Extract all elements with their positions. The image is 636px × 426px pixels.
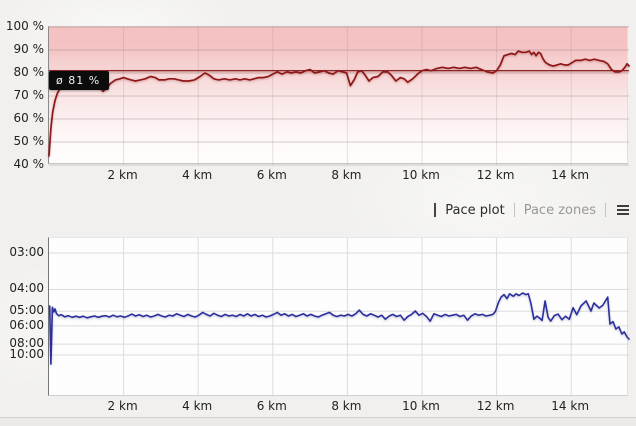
x-tick-label: 12 km	[476, 168, 515, 182]
y-tick-label: 08:00	[9, 336, 44, 351]
heart-rate-plot-area[interactable]	[48, 26, 630, 166]
y-tick-label: 10:00	[9, 347, 44, 361]
heart-rate-line-layer	[48, 50, 630, 157]
x-tick-label: 8 km	[331, 399, 362, 413]
x-tick-label: 6 km	[256, 168, 287, 182]
tab-pace-zones[interactable]: Pace zones	[523, 202, 596, 218]
pace-gridlines	[49, 238, 629, 397]
x-tick-label: 6 km	[256, 399, 287, 413]
hamburger-bar	[617, 213, 629, 215]
y-tick-label: 80 %	[13, 65, 45, 79]
x-tick-label: 10 km	[402, 168, 440, 182]
hamburger-bar	[617, 205, 629, 207]
pace-line-layer	[48, 292, 630, 365]
separator	[513, 203, 515, 217]
x-tick-label: 2 km	[107, 399, 138, 413]
pace-chart-controls: Pace plot Pace zones	[434, 200, 631, 220]
y-tick-label: 06:00	[9, 317, 44, 332]
x-tick-label: 2 km	[107, 168, 138, 182]
heart-rate-gridlines	[49, 26, 629, 166]
y-tick-label: 05:00	[9, 303, 44, 318]
pace-plot-area[interactable]	[48, 237, 630, 397]
y-tick-label: 03:00	[9, 245, 44, 259]
y-tick-label: 70 %	[13, 88, 45, 102]
tab-pace-plot[interactable]: Pace plot	[445, 202, 505, 218]
y-tick-label: 04:00	[9, 281, 44, 296]
y-tick-label: 100 %	[5, 19, 44, 33]
y-tick-label: 90 %	[13, 42, 45, 56]
x-tick-label: 8 km	[331, 168, 362, 182]
x-tick-label: 14 km	[551, 168, 590, 182]
hamburger-bar	[617, 209, 629, 211]
x-tick-label: 4 km	[182, 399, 213, 413]
heart-rate-line	[48, 50, 630, 157]
y-tick-label: 40 %	[13, 157, 45, 171]
x-tick-label: 4 km	[182, 168, 213, 182]
x-tick-label: 10 km	[402, 399, 440, 413]
x-tick-label: 14 km	[551, 399, 590, 413]
x-tick-label: 12 km	[476, 399, 515, 413]
next-section-edge	[0, 417, 636, 426]
y-tick-label: 60 %	[13, 111, 45, 125]
y-tick-label: 50 %	[13, 134, 45, 148]
hamburger-menu-icon[interactable]	[615, 203, 631, 217]
pace-line	[48, 292, 630, 365]
separator	[605, 203, 606, 217]
active-tab-marker	[434, 203, 437, 217]
average-heart-rate-tooltip: ø 81 %	[49, 71, 110, 90]
